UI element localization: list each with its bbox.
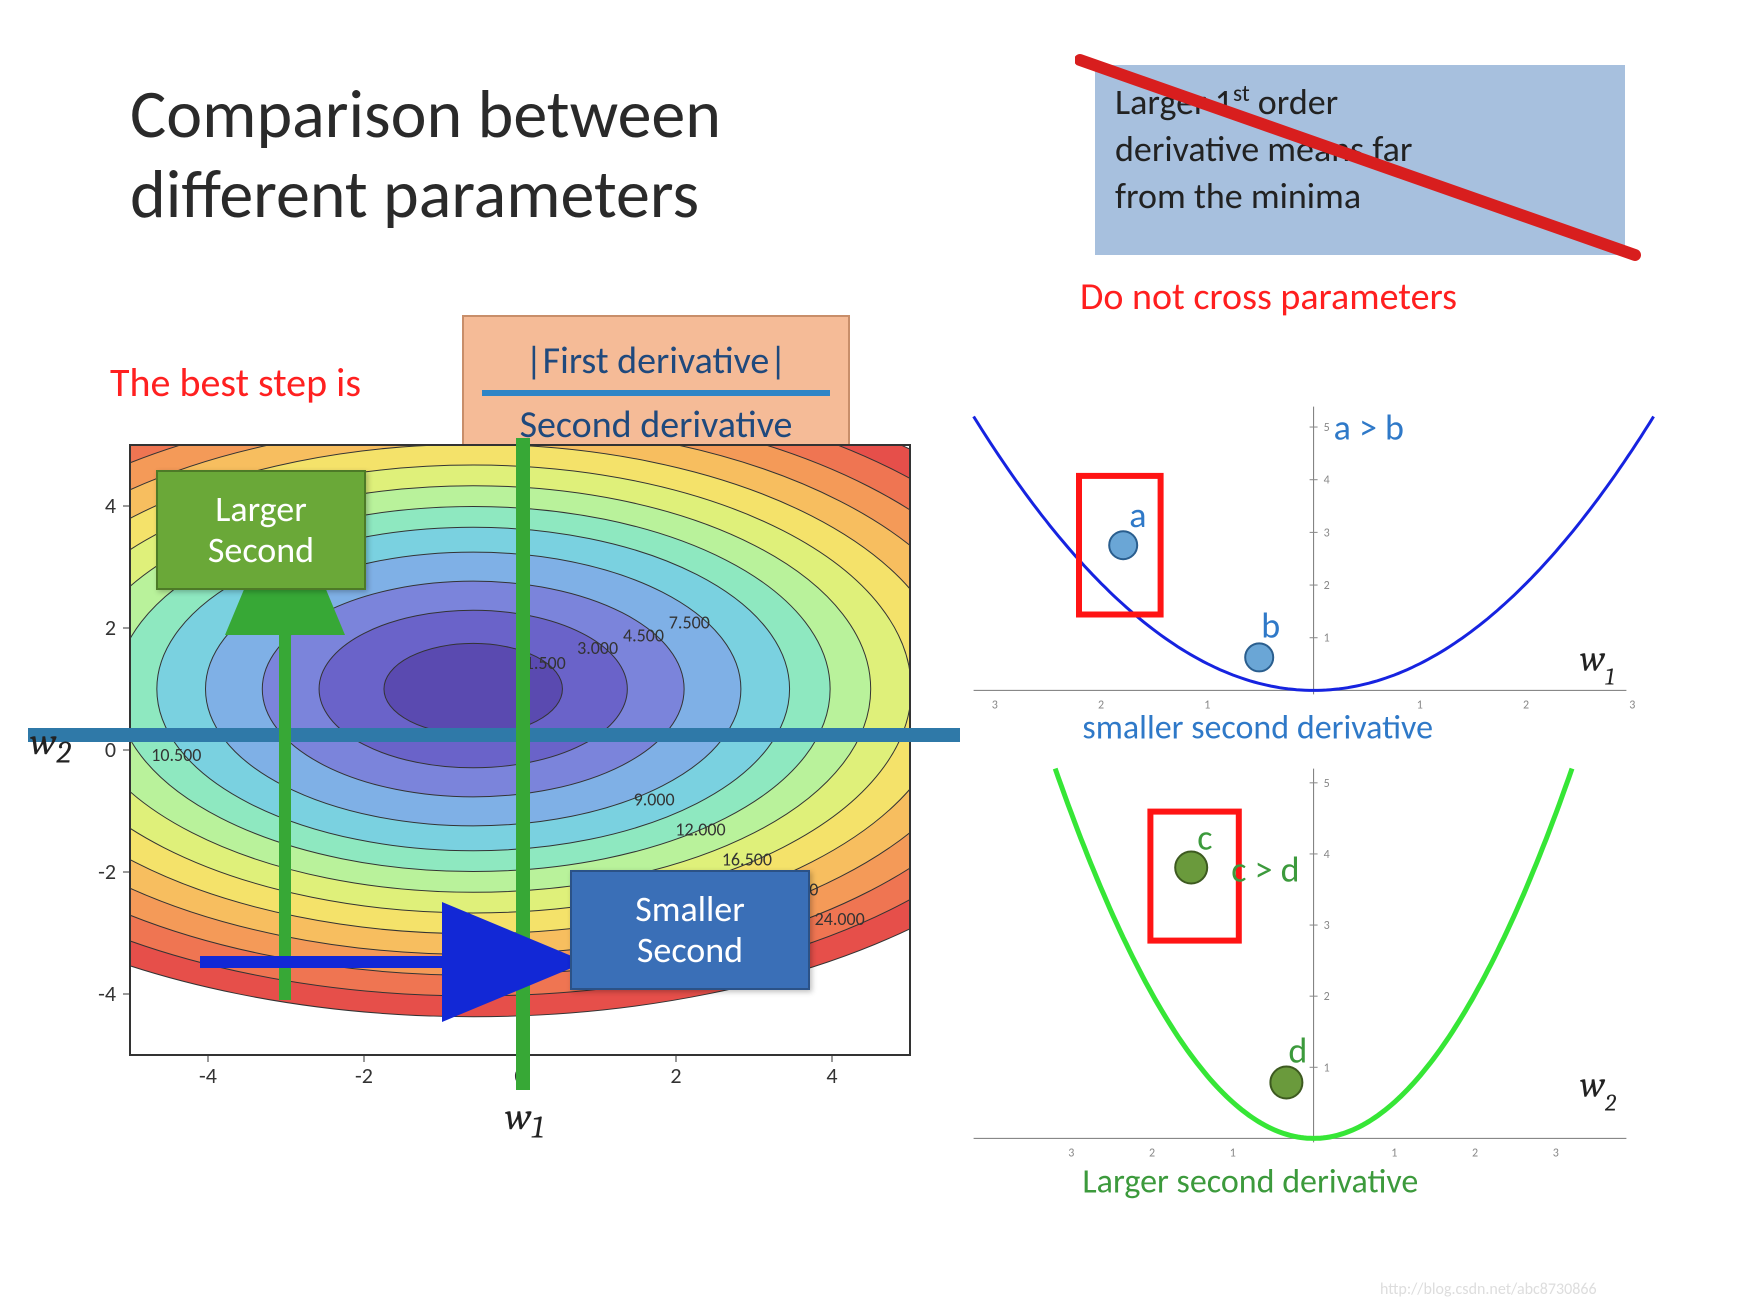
svg-text:24.000: 24.000: [815, 908, 865, 930]
svg-text:3: 3: [1324, 526, 1330, 540]
svg-text:3: 3: [1553, 1146, 1559, 1160]
svg-text:0: 0: [514, 1062, 525, 1089]
svg-text:-2: -2: [355, 1062, 373, 1089]
watermark: http://blog.csdn.net/abc8730866: [1380, 1280, 1597, 1299]
smaller-second-box: Smaller Second: [570, 870, 810, 990]
svg-text:-4: -4: [199, 1062, 217, 1089]
svg-text:3: 3: [1629, 698, 1635, 712]
crossed-line2: derivative means far: [1115, 126, 1605, 173]
svg-text:4: 4: [105, 492, 116, 519]
svg-text:2: 2: [1324, 579, 1330, 593]
svg-text:12.000: 12.000: [675, 818, 725, 840]
svg-text:1: 1: [1391, 1146, 1397, 1160]
svg-text:3.000: 3.000: [577, 637, 618, 659]
svg-text:b: b: [1261, 603, 1280, 647]
svg-text:4: 4: [826, 1062, 837, 1089]
svg-text:1: 1: [1324, 1061, 1330, 1075]
svg-text:1.500: 1.500: [525, 652, 566, 674]
svg-text:4: 4: [1324, 848, 1330, 862]
do-not-cross-caption: Do not cross parameters: [1080, 274, 1457, 320]
svg-text:w2: w2: [1580, 1064, 1617, 1116]
contour-w1-label: w1: [505, 1095, 544, 1146]
svg-text:4: 4: [1324, 474, 1330, 488]
svg-text:smaller second derivative: smaller second derivative: [1082, 707, 1433, 748]
smaller-second-line1: Smaller: [572, 889, 808, 930]
svg-text:2: 2: [1149, 1146, 1155, 1160]
svg-text:7.500: 7.500: [669, 612, 710, 634]
best-step-label: The best step is: [110, 358, 361, 407]
svg-text:2: 2: [1472, 1146, 1478, 1160]
svg-text:-4: -4: [98, 980, 116, 1007]
svg-text:d: d: [1288, 1029, 1307, 1073]
svg-text:Larger second derivative: Larger second derivative: [1082, 1161, 1418, 1202]
svg-text:16.500: 16.500: [722, 848, 772, 870]
svg-text:10.500: 10.500: [151, 744, 201, 766]
svg-text:9.000: 9.000: [634, 789, 675, 811]
svg-text:4.500: 4.500: [623, 624, 664, 646]
svg-text:c: c: [1197, 816, 1212, 860]
crossed-line1: Larger 1st order: [1115, 79, 1605, 126]
svg-text:2: 2: [670, 1062, 681, 1089]
svg-text:3: 3: [1068, 1146, 1074, 1160]
svg-text:3: 3: [1324, 919, 1330, 933]
svg-text:1: 1: [1324, 632, 1330, 646]
formula-denominator: Second derivative: [474, 402, 838, 448]
svg-text:5: 5: [1324, 777, 1330, 791]
svg-text:1: 1: [1230, 1146, 1236, 1160]
smaller-second-line2: Second: [572, 930, 808, 971]
formula-rule: [482, 390, 830, 396]
svg-text:a > b: a > b: [1334, 406, 1404, 450]
formula-numerator: |First derivative|: [474, 338, 838, 384]
contour-w2-label: w2: [30, 720, 71, 771]
svg-text:3: 3: [992, 698, 998, 712]
svg-text:0: 0: [105, 736, 116, 763]
crossed-statement-box: Larger 1st order derivative means far fr…: [1095, 65, 1625, 255]
curve-top: 12345321123 a b a > b w1 smaller second …: [960, 400, 1640, 730]
svg-text:c > d: c > d: [1231, 848, 1299, 892]
svg-text:5: 5: [1324, 421, 1330, 435]
page-title: Comparison betweendifferent parameters: [130, 75, 721, 235]
svg-text:2: 2: [1523, 698, 1529, 712]
curve-bottom: 12345321123 c d c > d w2 Larger second d…: [960, 760, 1640, 1190]
svg-text:a: a: [1129, 493, 1146, 537]
svg-text:2: 2: [1324, 990, 1330, 1004]
larger-second-box: Larger Second: [156, 470, 366, 590]
svg-text:2: 2: [105, 614, 116, 641]
crossed-line3: from the minima: [1115, 173, 1605, 220]
svg-text:w1: w1: [1580, 638, 1614, 690]
larger-second-line1: Larger: [158, 489, 364, 530]
svg-text:-2: -2: [98, 858, 116, 885]
larger-second-line2: Second: [158, 530, 364, 571]
